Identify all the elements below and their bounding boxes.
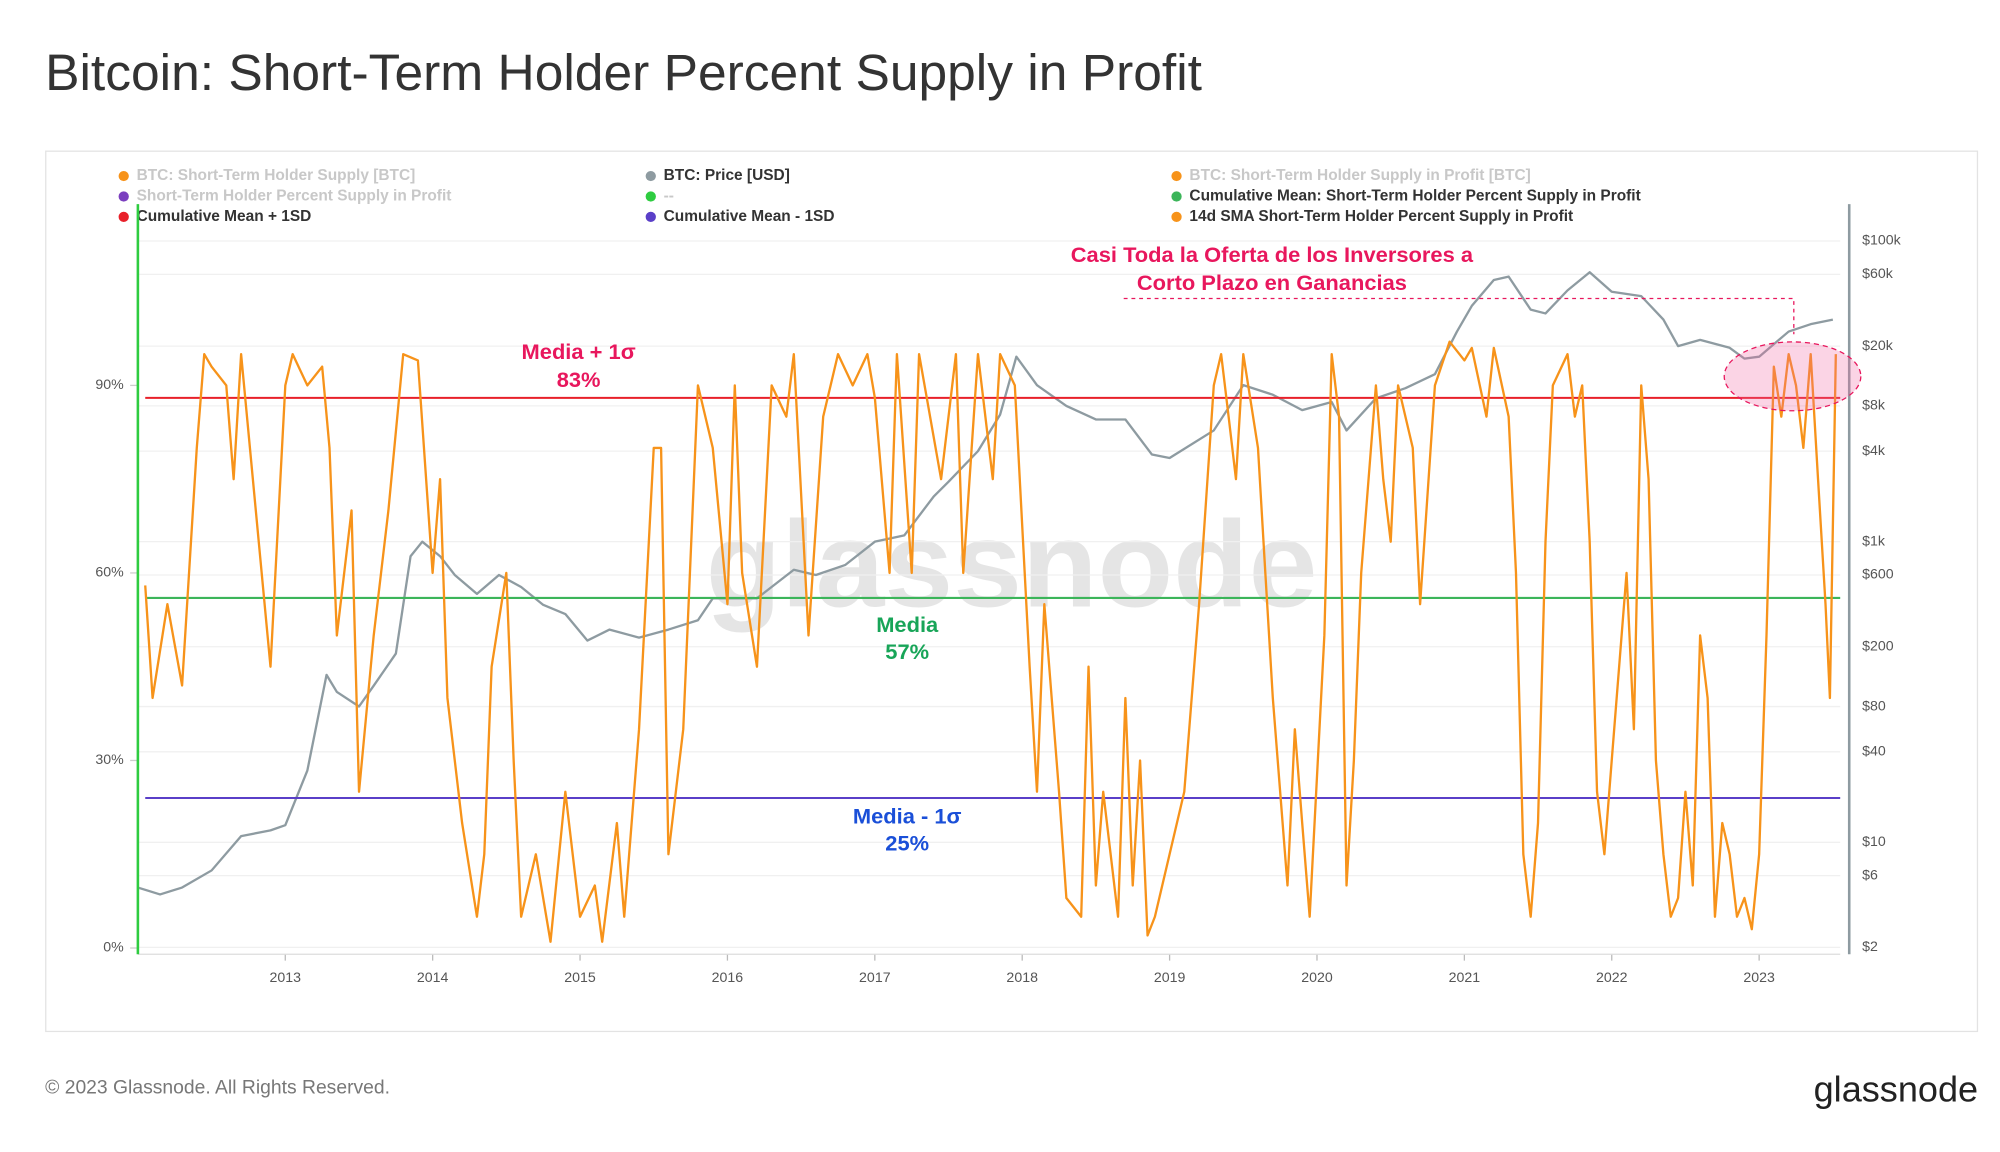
y-tick-label: 0%	[103, 939, 124, 955]
legend-label: BTC: Short-Term Holder Supply [BTC]	[137, 167, 416, 184]
x-tick-label: 2021	[1449, 969, 1481, 985]
y2-tick-label: $6	[1862, 866, 1878, 882]
legend-label: Cumulative Mean: Short-Term Holder Perce…	[1189, 188, 1640, 205]
y2-tick-label: $4k	[1862, 442, 1886, 458]
y2-tick-label: $2	[1862, 938, 1878, 954]
y2-tick-label: $20k	[1862, 337, 1894, 353]
legend-label: Cumulative Mean - 1SD	[664, 208, 835, 225]
legend-swatch	[645, 211, 656, 222]
x-tick-label: 2023	[1743, 969, 1775, 985]
x-tick-label: 2015	[564, 969, 596, 985]
plot-area: $2 $6 $10 $40 $80 $200 $600 $1k $4k $8k $20k $60k $1…	[95, 167, 1901, 985]
x-tick-label: 2016	[712, 969, 744, 985]
x-tick-label: 2022	[1596, 969, 1628, 985]
chart-title: Bitcoin: Short-Term Holder Percent Suppl…	[45, 44, 1202, 101]
legend-label: --	[664, 188, 674, 205]
x-tick-label: 2018	[1006, 969, 1038, 985]
y2-tick-label: $200	[1862, 638, 1894, 654]
y2-tick-label: $60k	[1862, 265, 1894, 281]
legend-item: BTC: Price [USD]	[645, 167, 790, 184]
x-tick-label: 2019	[1154, 969, 1186, 985]
annotation: Media - 1σ	[853, 804, 962, 829]
annotation: 25%	[885, 830, 929, 855]
y2-tick-label: $600	[1862, 566, 1894, 582]
y-tick-label: 30%	[95, 751, 124, 767]
annotation: Media + 1σ	[522, 339, 636, 364]
legend-swatch	[118, 170, 129, 182]
x-tick-label: 2013	[270, 969, 302, 985]
legend-label: BTC: Short-Term Holder Supply in Profit …	[1189, 167, 1530, 184]
legend-item: Short-Term Holder Percent Supply in Prof…	[118, 188, 452, 205]
x-tick-label: 2017	[859, 969, 891, 985]
legend-swatch	[1171, 170, 1182, 182]
watermark: glassnode	[706, 497, 1318, 633]
series-line	[137, 271, 1834, 896]
annotation: Corto Plazo en Ganancias	[1137, 270, 1407, 295]
legend-swatch	[118, 211, 129, 222]
copyright: © 2023 Glassnode. All Rights Reserved.	[45, 1077, 390, 1098]
annotation: 83%	[557, 367, 601, 392]
y2-tick-label: $10	[1862, 833, 1886, 849]
legend-swatch	[1171, 191, 1182, 202]
legend-label: BTC: Price [USD]	[664, 167, 790, 184]
chart-frame	[45, 150, 1979, 1033]
y-tick-label: 90%	[95, 376, 124, 392]
y2-tick-label: $8k	[1862, 397, 1886, 413]
legend-swatch	[645, 170, 656, 182]
y2-tick-label: $1k	[1862, 532, 1886, 548]
y-tick-label: 60%	[95, 564, 124, 580]
legend-swatch	[645, 191, 656, 202]
y2-tick-label: $80	[1862, 697, 1886, 713]
legend-item: --	[645, 188, 674, 205]
legend-item: Cumulative Mean: Short-Term Holder Perce…	[1171, 188, 1641, 205]
legend-item: Cumulative Mean - 1SD	[645, 208, 835, 225]
logo: glassnode	[1814, 1070, 1978, 1110]
legend-item: Cumulative Mean + 1SD	[118, 208, 312, 225]
annotation: Media	[876, 612, 939, 637]
legend-item: BTC: Short-Term Holder Supply in Profit …	[1171, 167, 1531, 184]
series-line	[144, 340, 1837, 943]
y2-tick-label: $40	[1862, 743, 1886, 759]
x-tick-label: 2014	[417, 969, 449, 985]
legend-item: BTC: Short-Term Holder Supply [BTC]	[118, 167, 416, 184]
highlight-ellipse	[1723, 341, 1862, 412]
legend-label: Cumulative Mean + 1SD	[137, 208, 312, 225]
annotation: Casi Toda la Oferta de los Inversores a	[1071, 242, 1474, 267]
legend-swatch	[1171, 211, 1182, 222]
legend-label: 14d SMA Short-Term Holder Percent Supply…	[1189, 208, 1573, 225]
legend-swatch	[118, 191, 129, 202]
x-tick-label: 2020	[1301, 969, 1333, 985]
annotation: 57%	[885, 639, 929, 664]
y2-tick-label: $100k	[1862, 232, 1902, 248]
legend-label: Short-Term Holder Percent Supply in Prof…	[137, 188, 452, 205]
legend-item: 14d SMA Short-Term Holder Percent Supply…	[1171, 208, 1573, 225]
